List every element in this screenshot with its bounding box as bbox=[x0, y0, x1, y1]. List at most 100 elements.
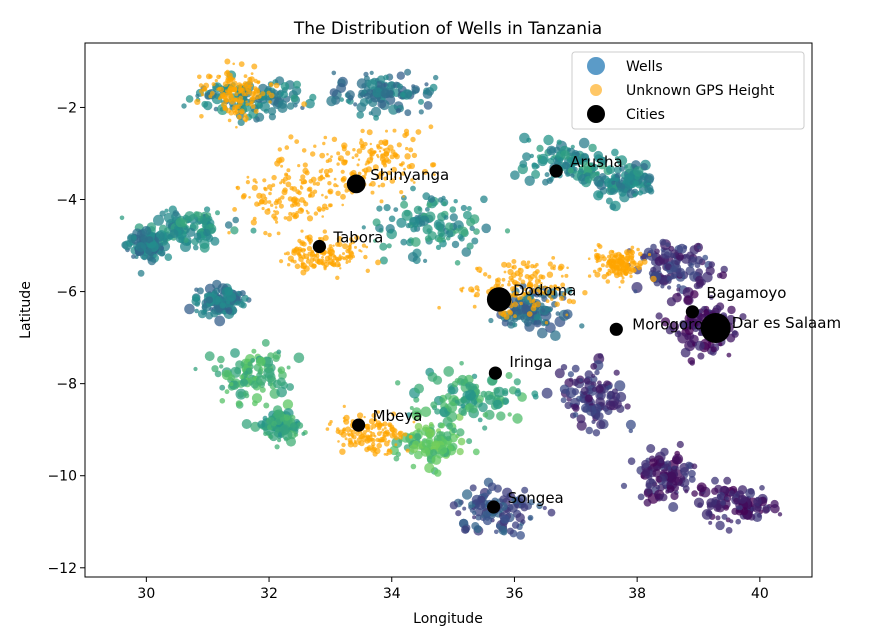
well-point bbox=[461, 489, 473, 500]
well-point bbox=[521, 304, 530, 314]
unknown-gps-height-point bbox=[410, 136, 416, 143]
well-point bbox=[462, 506, 467, 511]
unknown-gps-height-point bbox=[375, 437, 380, 442]
unknown-gps-height-point bbox=[363, 167, 369, 173]
well-point bbox=[469, 484, 477, 492]
well-point bbox=[420, 406, 432, 418]
unknown-gps-height-point bbox=[566, 298, 573, 304]
well-point bbox=[460, 409, 467, 416]
unknown-gps-height-point bbox=[475, 266, 479, 271]
well-point bbox=[688, 469, 696, 478]
unknown-gps-height-point bbox=[547, 261, 553, 267]
well-point bbox=[443, 439, 451, 448]
unknown-gps-height-point bbox=[232, 62, 235, 66]
well-point bbox=[487, 482, 497, 492]
unknown-gps-height-point bbox=[235, 185, 241, 191]
unknown-gps-height-point bbox=[357, 158, 361, 161]
y-tick-label: −6 bbox=[56, 285, 77, 301]
well-point bbox=[729, 519, 734, 524]
well-point bbox=[301, 431, 306, 436]
well-point bbox=[204, 351, 215, 362]
well-point bbox=[522, 152, 531, 162]
unknown-gps-height-point bbox=[379, 146, 383, 150]
well-point bbox=[756, 513, 762, 518]
unknown-gps-height-point bbox=[650, 275, 657, 283]
well-point bbox=[430, 449, 438, 456]
unknown-gps-height-point bbox=[387, 144, 394, 151]
unknown-gps-height-point bbox=[300, 208, 304, 212]
well-point bbox=[261, 339, 270, 347]
unknown-gps-height-point bbox=[620, 274, 624, 278]
well-point bbox=[428, 422, 434, 427]
well-point bbox=[393, 455, 400, 462]
well-point bbox=[403, 89, 413, 99]
unknown-gps-height-point bbox=[362, 430, 367, 435]
well-point bbox=[131, 234, 137, 241]
unknown-gps-height-point bbox=[341, 203, 345, 207]
well-point bbox=[329, 88, 338, 97]
unknown-gps-height-point bbox=[262, 178, 267, 183]
well-point bbox=[466, 438, 473, 445]
unknown-gps-height-point bbox=[267, 184, 273, 190]
unknown-gps-height-point bbox=[245, 102, 249, 106]
well-point bbox=[690, 290, 699, 299]
unknown-gps-height-point bbox=[377, 426, 382, 431]
unknown-gps-height-point bbox=[333, 177, 337, 181]
unknown-gps-height-point bbox=[411, 152, 418, 159]
well-point bbox=[664, 263, 672, 271]
well-point bbox=[413, 205, 423, 215]
unknown-gps-height-point bbox=[511, 281, 515, 284]
unknown-gps-height-point bbox=[343, 419, 350, 425]
well-point bbox=[670, 273, 677, 280]
well-point bbox=[637, 190, 644, 196]
well-point bbox=[433, 74, 439, 81]
unknown-gps-height-point bbox=[363, 254, 368, 260]
well-point bbox=[291, 86, 302, 96]
well-point bbox=[524, 175, 535, 186]
unknown-gps-height-point bbox=[236, 82, 243, 88]
well-point bbox=[508, 503, 518, 513]
well-point bbox=[523, 318, 533, 327]
well-point bbox=[571, 388, 580, 396]
well-point bbox=[437, 444, 448, 455]
well-point bbox=[286, 102, 295, 110]
well-point bbox=[463, 210, 472, 220]
unknown-gps-height-point bbox=[527, 276, 534, 282]
well-point bbox=[172, 210, 179, 217]
unknown-gps-height-point bbox=[549, 284, 553, 289]
unknown-gps-height-point bbox=[582, 290, 588, 296]
well-point bbox=[735, 505, 740, 510]
well-point bbox=[373, 238, 378, 243]
unknown-gps-height-point bbox=[275, 220, 279, 224]
unknown-gps-height-point bbox=[256, 192, 263, 199]
unknown-gps-height-point bbox=[338, 429, 344, 436]
unknown-gps-height-point bbox=[339, 448, 346, 455]
well-point bbox=[727, 305, 736, 315]
unknown-gps-height-point bbox=[333, 254, 337, 258]
well-point bbox=[414, 450, 423, 460]
well-point bbox=[708, 261, 715, 268]
unknown-gps-height-point bbox=[253, 87, 260, 94]
unknown-gps-height-point bbox=[327, 174, 331, 178]
unknown-gps-height-point bbox=[287, 263, 291, 267]
unknown-gps-height-point bbox=[415, 129, 422, 135]
well-point bbox=[753, 497, 762, 507]
well-point bbox=[495, 523, 502, 529]
well-point bbox=[426, 439, 433, 447]
unknown-gps-height-point bbox=[282, 187, 288, 193]
x-tick-label: 32 bbox=[260, 586, 278, 602]
unknown-gps-height-point bbox=[238, 116, 242, 119]
unknown-gps-height-point bbox=[564, 273, 569, 278]
well-point bbox=[469, 225, 475, 232]
unknown-gps-height-point bbox=[513, 314, 517, 319]
well-point bbox=[728, 490, 735, 497]
well-point bbox=[614, 177, 620, 182]
well-point bbox=[217, 355, 225, 364]
well-point bbox=[670, 259, 676, 265]
unknown-gps-height-point bbox=[199, 114, 204, 119]
unknown-gps-height-point bbox=[227, 118, 232, 123]
well-point bbox=[564, 401, 572, 410]
x-tick-label: 40 bbox=[751, 586, 769, 602]
well-point bbox=[164, 253, 173, 261]
well-point bbox=[383, 74, 389, 81]
